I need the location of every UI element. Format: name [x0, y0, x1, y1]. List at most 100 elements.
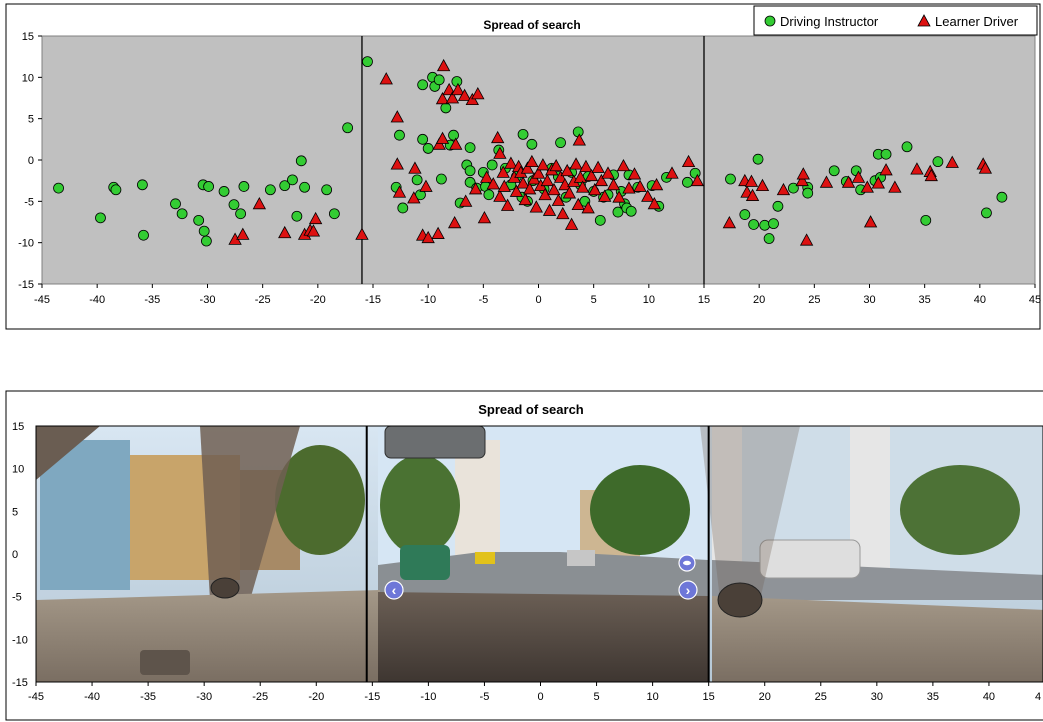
learner-driver-point: [591, 160, 605, 173]
learner-driver-point: [601, 166, 615, 179]
driving-instructor-point: [279, 180, 291, 192]
driving-instructor-point: [291, 210, 303, 222]
learner-driver-point: [436, 58, 451, 72]
tree: [380, 455, 460, 555]
y-tick-label: -10: [18, 238, 34, 250]
learner-driver-point: [612, 190, 626, 203]
learner-driver-point: [819, 175, 834, 188]
learner-driver-point: [390, 110, 404, 123]
learner-driver-point: [500, 198, 515, 211]
driving-instructor-point: [981, 207, 992, 219]
pan-right-button[interactable]: ›: [678, 580, 698, 600]
driving-instructor-point: [612, 206, 624, 218]
learner-driver-point: [459, 194, 473, 207]
driving-instructor-point: [802, 187, 814, 199]
tree: [590, 465, 690, 555]
y-tick-label: 15: [22, 31, 34, 43]
x-tick-label: 0: [535, 294, 541, 306]
white-car: [759, 539, 861, 579]
x-tick-label: 4: [1035, 691, 1041, 703]
pan-left-button[interactable]: ‹: [384, 580, 404, 600]
driving-instructor-point: [464, 165, 476, 177]
driving-instructor-point: [417, 133, 429, 145]
learner-driver-point: [447, 215, 462, 229]
learner-driver-point: [560, 163, 574, 177]
chevron-right-icon: ›: [686, 582, 691, 598]
green-car: [400, 545, 450, 580]
x-tick-label: 15: [703, 691, 715, 703]
y-tick-label: 15: [12, 421, 24, 433]
driving-instructor-point: [228, 199, 240, 211]
learner-driver-point: [616, 158, 631, 172]
driving-instructor-point: [996, 191, 1008, 203]
left-side-mirror: [210, 577, 240, 599]
learner-driver-point: [471, 87, 485, 100]
chevron-left-icon: ‹: [392, 582, 397, 598]
learner-driver-point: [529, 200, 543, 213]
driving-instructor-point: [920, 214, 932, 226]
learner-driver-point: [633, 179, 647, 192]
learner-driver-point: [665, 166, 679, 179]
x-tick-label: -20: [310, 294, 326, 306]
learner-driver-point: [252, 196, 267, 210]
x-tick-label: -40: [84, 691, 100, 703]
x-tick-label: 10: [646, 691, 658, 703]
pan-left-button-bg[interactable]: [384, 580, 404, 600]
driving-instructor-point: [328, 208, 340, 220]
white-tower: [712, 426, 742, 576]
x-tick-label: -15: [364, 691, 380, 703]
driving-instructor-point: [486, 159, 498, 171]
x-tick-label: -10: [420, 294, 436, 306]
driving-instructor-point: [394, 129, 405, 141]
y-tick-label: -15: [12, 677, 28, 689]
driving-instructor-point: [176, 208, 188, 220]
tower: [455, 440, 500, 560]
learner-driver-point: [379, 72, 393, 85]
learner-driver-point: [945, 155, 959, 168]
driving-instructor-point: [362, 56, 373, 68]
yellow-car: [475, 552, 495, 564]
tree: [900, 465, 1020, 555]
learner-driver-point: [547, 182, 561, 196]
learner-driver-point: [551, 193, 566, 206]
x-tick-label: -40: [89, 294, 105, 306]
x-tick-label: 5: [593, 691, 599, 703]
pan-right-button-bg[interactable]: [678, 580, 698, 600]
x-tick-label: -5: [478, 294, 488, 306]
learner-driver-point: [520, 161, 535, 174]
x-tick-label: -45: [34, 294, 50, 306]
learner-driver-point: [851, 170, 866, 183]
learner-driver-point: [236, 227, 250, 240]
learner-driver-point: [431, 226, 445, 239]
driving-instructor-point: [170, 198, 181, 210]
driving-instructor-point: [739, 209, 751, 220]
driving-instructor-point: [433, 74, 445, 86]
learner-driver-point: [457, 88, 472, 101]
learner-driver-point: [449, 137, 463, 150]
driving-instructor-point: [203, 181, 215, 192]
driving-instructor-point: [321, 184, 333, 196]
left-pillar: [200, 426, 300, 600]
bottom-chart-title: Spread of search: [478, 402, 584, 417]
x-tick-label: 25: [808, 294, 820, 306]
bottom-plot-border: [35, 425, 1043, 683]
learner-driver-point: [841, 175, 856, 188]
learner-driver-point: [795, 173, 809, 187]
learner-driver-point: [355, 227, 369, 240]
learner-driver-point: [598, 189, 612, 202]
dashboard: [378, 592, 708, 682]
driving-instructor-point: [397, 202, 409, 214]
learner-driver-point: [575, 180, 590, 193]
learner-driver-point: [491, 130, 505, 144]
driving-instructor-point: [448, 129, 459, 141]
learner-driver-point: [681, 154, 696, 168]
legend-circle-marker: [764, 15, 776, 27]
learner-driver-point: [419, 179, 433, 192]
x-tick-label: 25: [815, 691, 827, 703]
learner-driver-point: [606, 177, 621, 191]
right-door-panel: [712, 596, 1043, 682]
door-handle: [140, 650, 190, 675]
view-toggle-button[interactable]: [678, 554, 696, 572]
learner-driver-point: [518, 192, 532, 206]
